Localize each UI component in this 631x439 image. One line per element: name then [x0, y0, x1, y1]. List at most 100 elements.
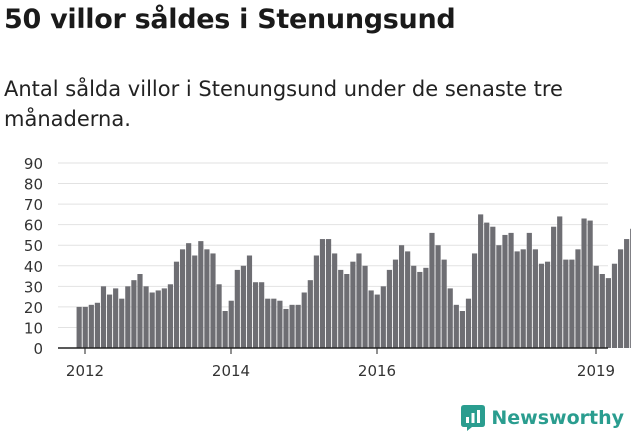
bar — [356, 253, 362, 348]
bar — [551, 226, 557, 348]
bar — [405, 251, 411, 348]
y-tick-label: 0 — [33, 340, 43, 358]
bar — [508, 232, 514, 348]
bar — [423, 267, 429, 348]
bar — [459, 311, 465, 348]
bar — [557, 216, 563, 348]
bar — [271, 298, 277, 348]
y-tick-label: 50 — [24, 237, 43, 255]
bar — [362, 265, 368, 348]
bar — [246, 255, 253, 348]
x-tick-label: 2014 — [212, 362, 250, 380]
y-tick-label: 10 — [24, 319, 43, 337]
bar — [435, 245, 441, 348]
bar — [313, 255, 319, 348]
bar — [471, 253, 478, 348]
bar — [283, 308, 289, 348]
bar — [338, 269, 344, 348]
bar — [593, 265, 599, 348]
bar — [325, 239, 332, 348]
bar — [599, 274, 605, 348]
bar — [94, 302, 100, 348]
bar — [447, 288, 453, 348]
bar — [259, 282, 265, 348]
bar — [465, 298, 472, 348]
bar — [520, 249, 526, 348]
y-tick-label: 30 — [24, 278, 43, 296]
bar — [167, 284, 173, 348]
bar — [228, 300, 234, 348]
tick-labels: 0102030405060708090201220142016201920212… — [24, 155, 615, 380]
bar — [173, 261, 180, 348]
y-tick-label: 90 — [24, 155, 43, 173]
bar — [277, 300, 283, 348]
bar — [398, 245, 405, 348]
bar — [392, 259, 399, 348]
bar — [192, 255, 198, 348]
y-tick-label: 20 — [24, 299, 43, 317]
bar — [411, 265, 417, 348]
bar — [563, 259, 569, 348]
bar — [137, 274, 143, 348]
bar — [113, 288, 119, 348]
page-title: 50 villor såldes i Stenungsund — [4, 4, 456, 35]
bar — [88, 304, 94, 348]
bar — [125, 286, 131, 348]
bar — [252, 282, 259, 348]
y-tick-label: 40 — [24, 258, 43, 276]
bar — [374, 294, 380, 348]
bar — [624, 239, 630, 348]
axes — [58, 347, 608, 354]
newsworthy-logo-icon — [461, 405, 486, 431]
bar — [617, 249, 624, 348]
bar — [453, 304, 459, 348]
bar — [441, 259, 447, 348]
bar — [575, 249, 581, 348]
x-tick-label: 2016 — [358, 362, 396, 380]
bar-series — [76, 214, 631, 348]
bar — [490, 226, 496, 348]
y-tick-label: 70 — [24, 196, 43, 214]
bar — [514, 251, 520, 348]
x-tick-label: 2012 — [66, 362, 104, 380]
bar — [240, 265, 246, 348]
bar — [332, 253, 338, 348]
bar — [478, 214, 484, 348]
bar — [587, 220, 593, 348]
bar — [307, 280, 313, 348]
bar — [417, 271, 423, 348]
bar — [119, 298, 125, 348]
bar — [222, 311, 228, 348]
bar — [204, 249, 210, 348]
bar — [155, 290, 161, 348]
bar — [295, 304, 301, 348]
bar — [484, 222, 490, 348]
bar — [605, 278, 611, 348]
bar — [106, 294, 113, 348]
bar — [386, 269, 392, 348]
bar — [538, 263, 545, 348]
bar — [216, 284, 222, 348]
bar — [429, 232, 435, 348]
page-subtitle: Antal sålda villor i Stenungsund under d… — [4, 77, 563, 131]
bar — [569, 259, 575, 348]
bar — [526, 232, 532, 348]
bar — [198, 241, 204, 348]
bar — [581, 218, 587, 348]
bar — [544, 261, 551, 348]
bar — [301, 292, 307, 348]
bar — [502, 234, 508, 348]
x-tick-label: 2019 — [577, 362, 615, 380]
brand-logo[interactable]: Newsworthy — [461, 405, 624, 431]
bar — [186, 243, 192, 348]
y-tick-label: 60 — [24, 217, 43, 235]
bar — [149, 292, 155, 348]
bar — [265, 298, 271, 348]
bar — [179, 249, 186, 348]
bar — [319, 239, 326, 348]
brand-name: Newsworthy — [491, 407, 624, 429]
bar — [76, 306, 82, 348]
bar — [100, 286, 107, 348]
bar — [131, 280, 137, 348]
